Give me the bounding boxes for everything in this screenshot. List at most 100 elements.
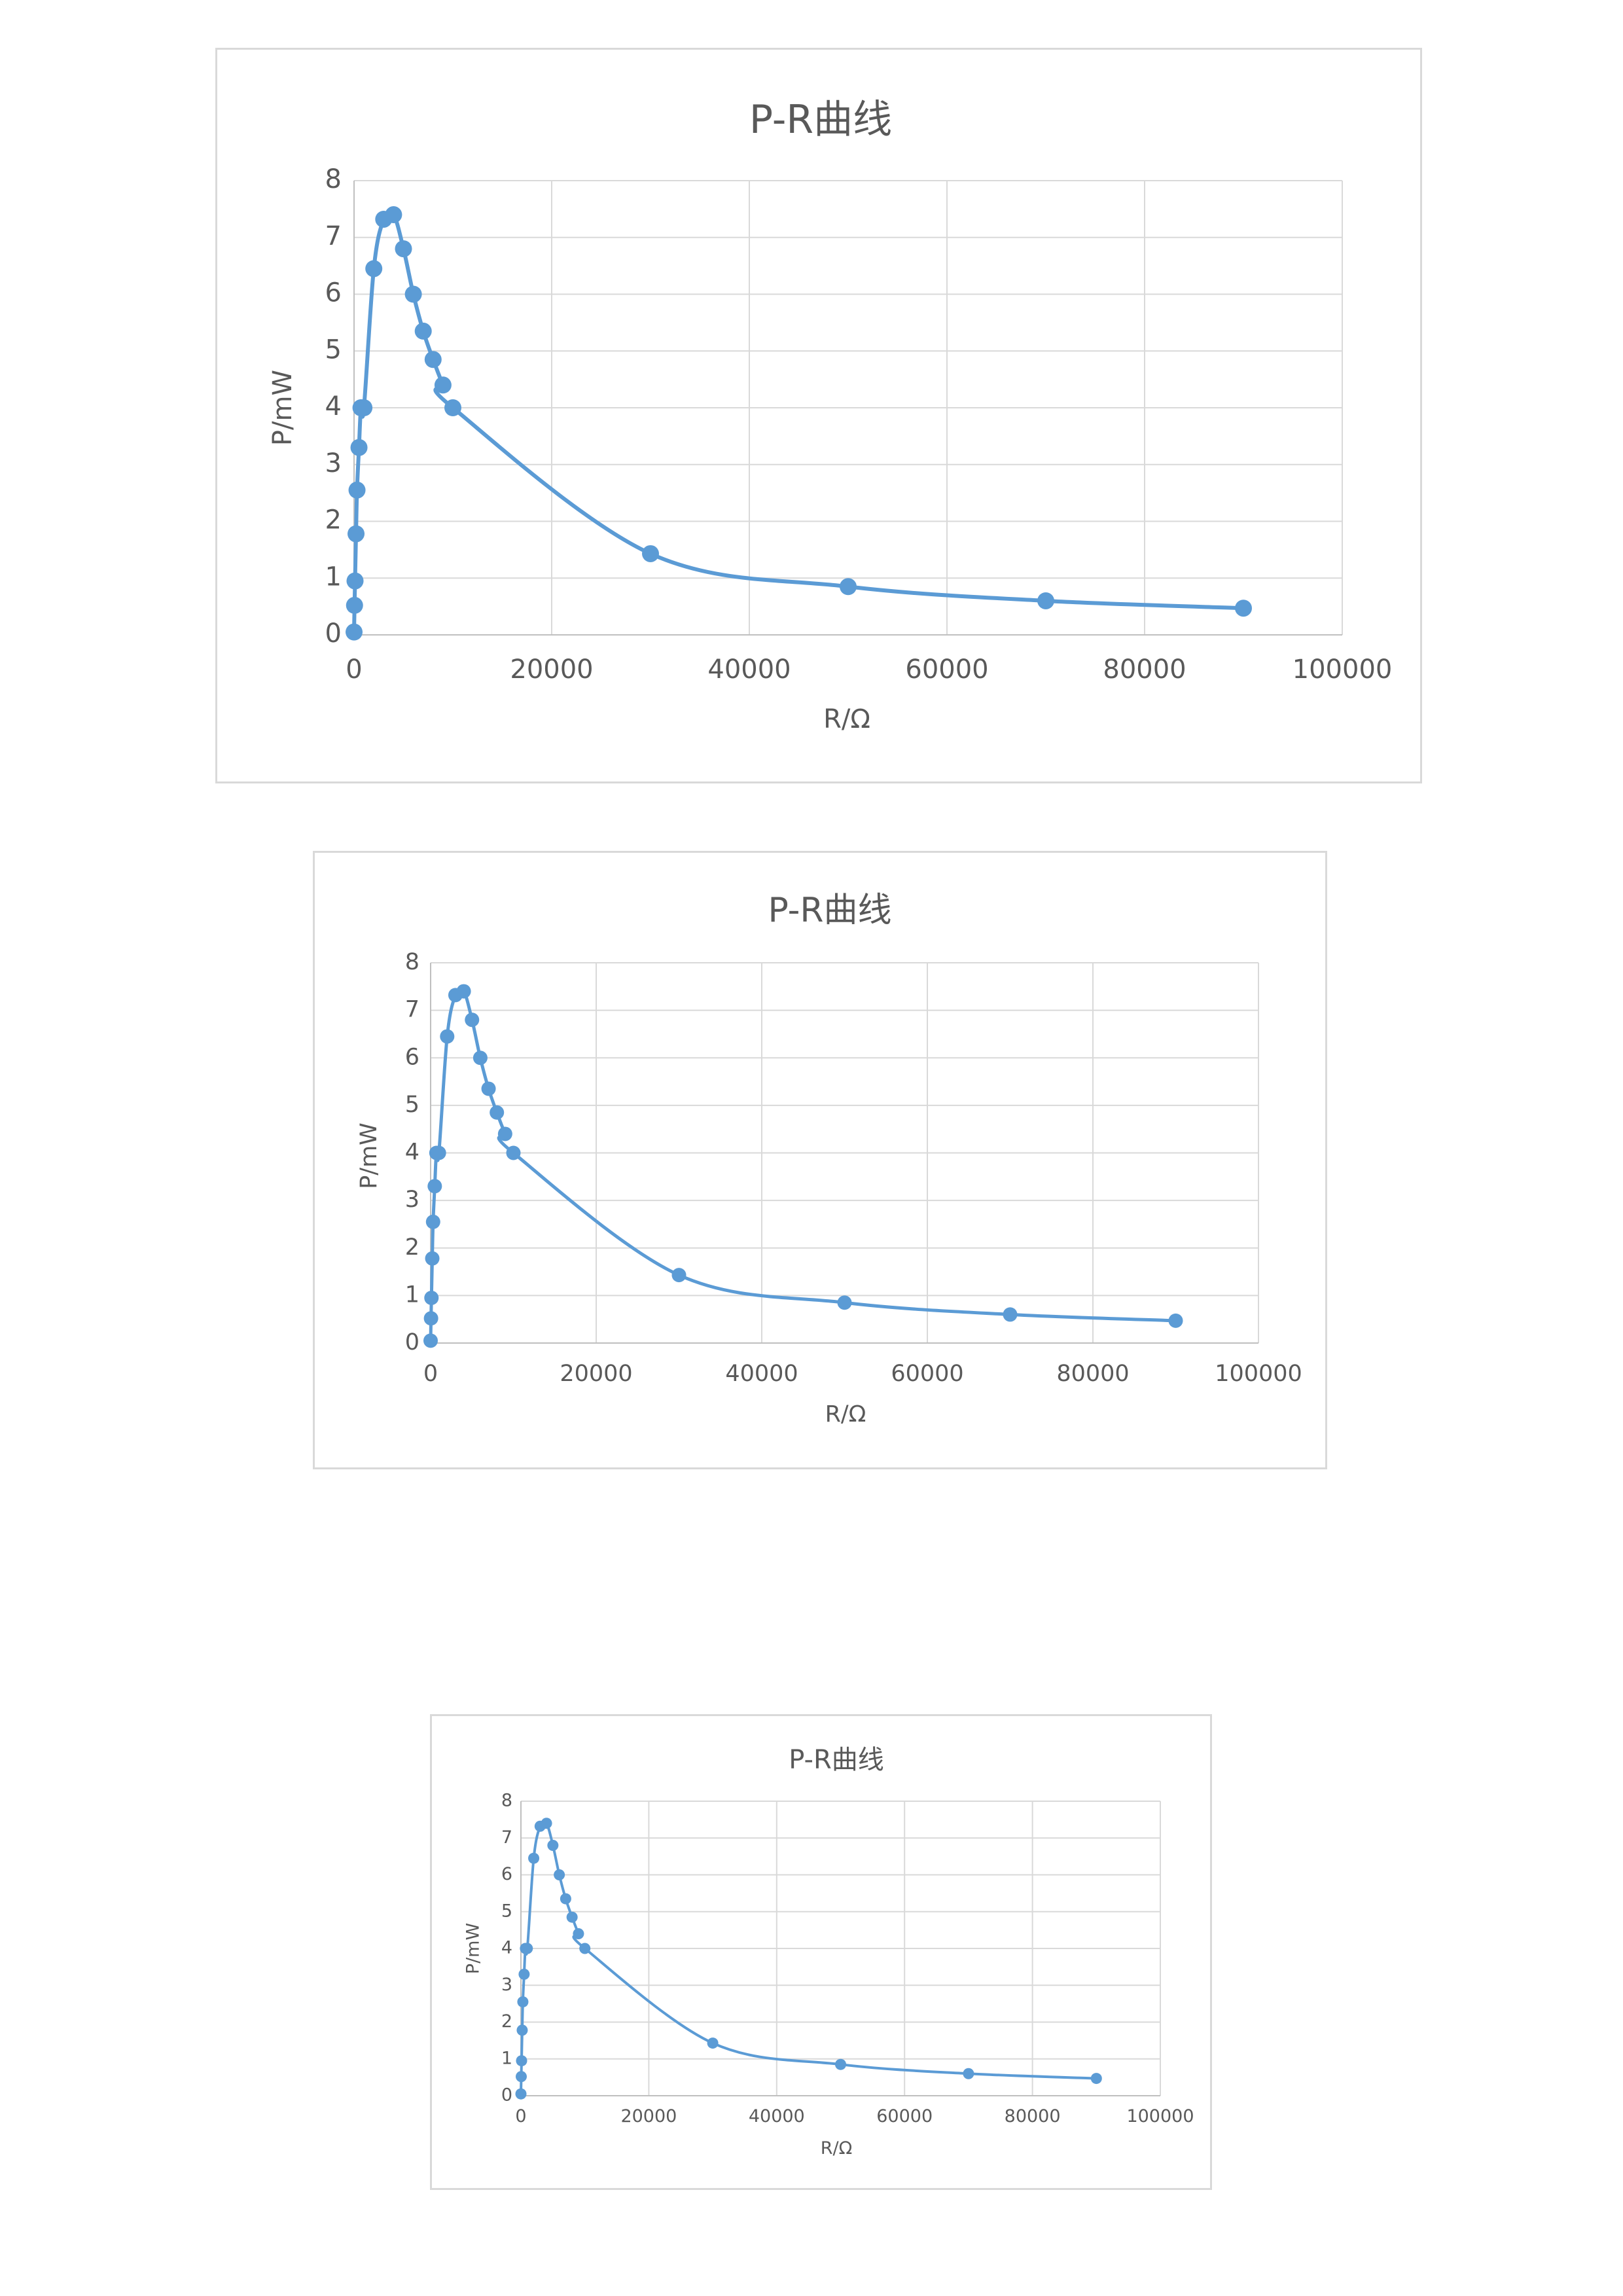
chart-2-y-axis-label: P/mW [356,1122,382,1189]
data-point [707,2037,719,2049]
data-point [481,1081,496,1096]
gridlines [520,1801,1161,2096]
x-tick-label: 80000 [1103,655,1186,685]
y-tick-label: 8 [325,164,342,194]
data-point [424,1291,439,1306]
data-point [516,2024,528,2036]
y-tick-label: 0 [325,619,342,649]
x-tick-label: 60000 [876,2106,933,2126]
y-tick-label: 7 [325,221,342,251]
data-point [547,1840,559,1851]
y-tick-label: 6 [325,278,342,308]
x-tick-label: 100000 [1126,2106,1194,2126]
gridlines [353,180,1343,636]
y-tick-label: 1 [325,562,342,592]
chart-1-plot: 0 1 2 3 4 5 6 7 8 0 20000 40000 60000 80000 100000 [325,164,1393,685]
x-tick-label: 100000 [1293,655,1393,685]
data-point [346,572,364,590]
data-point [1003,1307,1018,1322]
data-point [518,1968,530,1980]
x-tick-label: 0 [423,1361,438,1387]
chart-3-plot: 0 1 2 3 4 5 6 7 8 0 20000 40000 60000 80000 100000 [501,1791,1194,2127]
data-point [434,376,452,394]
data-point [423,1333,438,1348]
y-tick-label: 5 [325,334,342,365]
data-point [431,1145,446,1160]
y-tick-label: 6 [501,1864,512,1884]
data-point [456,984,471,999]
data-point [348,481,366,499]
x-tick-label: 80000 [1005,2106,1061,2126]
data-point [1090,2073,1102,2085]
data-point [348,525,365,543]
data-point [355,399,373,416]
x-tick-label: 40000 [749,2106,805,2126]
data-point [490,1105,505,1120]
x-tick-label: 80000 [1056,1361,1129,1387]
data-point [835,2058,846,2070]
y-tick-label: 3 [405,1187,419,1213]
data-point [346,623,363,641]
x-tick-label: 100000 [1215,1361,1302,1387]
data-point [840,578,857,596]
data-point [566,1911,578,1923]
data-point [424,351,442,368]
data-point [346,596,363,614]
chart-1-title: P-R曲线 [749,97,893,143]
chart-1-x-axis-label: R/Ω [823,704,870,734]
data-point [404,285,422,303]
data-point [573,1928,584,1939]
chart-2-x-axis-label: R/Ω [825,1401,866,1427]
chart-1: 0 1 2 3 4 5 6 7 8 0 20000 40000 60000 80000 100000 P-R… [215,48,1422,783]
data-point [350,439,368,456]
x-tick-label: 0 [346,655,362,685]
data-point [395,240,412,258]
data-point [671,1268,687,1283]
data-point [1168,1313,1183,1328]
chart-1-y-axis-label: P/mW [268,369,298,446]
data-point [440,1029,455,1044]
y-tick-label: 0 [501,2085,512,2106]
y-tick-label: 3 [501,1975,512,1995]
y-tick-label: 4 [501,1938,512,1958]
y-tick-label: 8 [501,1791,512,1811]
data-point [963,2068,974,2079]
y-tick-label: 2 [325,505,342,535]
data-point [642,545,659,562]
series-line [429,987,1176,1341]
data-point [837,1295,852,1310]
chart-3-x-axis-label: R/Ω [820,2138,853,2159]
data-point [554,1869,565,1880]
data-point [465,1013,480,1028]
data-point [528,1852,540,1864]
data-point [365,260,383,278]
data-point [425,1214,440,1229]
x-tick-label: 40000 [707,655,791,685]
y-tick-label: 8 [405,949,419,975]
y-tick-label: 7 [501,1827,512,1848]
data-point [473,1050,488,1066]
data-point [506,1145,521,1160]
data-point [385,206,402,224]
y-tick-label: 4 [325,391,342,422]
data-point [541,1818,552,1829]
y-tick-label: 5 [405,1092,419,1118]
gridlines [430,962,1259,1344]
y-tick-label: 0 [405,1329,419,1355]
data-point [427,1179,442,1194]
x-tick-label: 60000 [905,655,988,685]
chart-2-plot: 0 1 2 3 4 5 6 7 8 0 20000 40000 60000 80000 100000 [405,949,1302,1387]
chart-3-title: P-R曲线 [789,1745,884,1775]
data-point [515,2071,527,2083]
data-point [423,1311,438,1326]
x-tick-label: 0 [515,2106,526,2126]
y-tick-label: 7 [405,997,419,1023]
x-tick-label: 40000 [725,1361,798,1387]
data-point [579,1943,591,1954]
y-tick-label: 2 [501,2011,512,2032]
data-point [425,1251,440,1266]
y-tick-label: 1 [405,1282,419,1308]
data-point [522,1943,533,1954]
data-point [497,1126,512,1141]
data-point [444,399,461,416]
